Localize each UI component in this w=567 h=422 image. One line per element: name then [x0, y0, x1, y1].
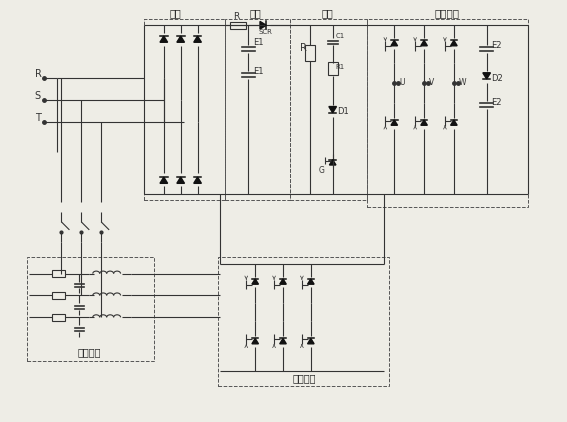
- Bar: [52, 292, 65, 299]
- Text: 回饋逆變: 回饋逆變: [292, 373, 316, 383]
- Polygon shape: [391, 120, 397, 125]
- Polygon shape: [391, 41, 397, 46]
- Text: 正常逆變: 正常逆變: [434, 8, 459, 18]
- Polygon shape: [194, 177, 201, 183]
- Bar: [230, 22, 246, 29]
- Polygon shape: [160, 177, 168, 183]
- Text: V: V: [429, 78, 434, 87]
- Text: U: U: [399, 78, 405, 87]
- Text: E2: E2: [492, 98, 502, 107]
- Polygon shape: [483, 73, 490, 79]
- Bar: [218, 257, 390, 386]
- Bar: [52, 270, 65, 277]
- Polygon shape: [307, 279, 314, 284]
- Text: E2: E2: [492, 41, 502, 50]
- Bar: [52, 314, 65, 321]
- Polygon shape: [160, 36, 168, 42]
- Polygon shape: [307, 338, 314, 344]
- Polygon shape: [421, 41, 428, 46]
- Bar: [305, 45, 315, 61]
- Text: 輸出濾波: 輸出濾波: [78, 347, 101, 357]
- Polygon shape: [194, 36, 201, 42]
- Text: 濾波: 濾波: [249, 8, 261, 18]
- Polygon shape: [252, 338, 259, 344]
- Text: G: G: [319, 166, 325, 175]
- Polygon shape: [421, 120, 428, 125]
- Text: 剎車: 剎車: [322, 8, 333, 18]
- Text: S: S: [35, 91, 41, 101]
- Text: SCR: SCR: [258, 29, 272, 35]
- Bar: [290, 19, 367, 200]
- Polygon shape: [177, 36, 184, 42]
- Text: D2: D2: [492, 74, 503, 83]
- Text: E1: E1: [253, 38, 264, 47]
- Polygon shape: [280, 338, 286, 344]
- Bar: [27, 257, 154, 361]
- Text: R1: R1: [336, 64, 345, 70]
- Text: R: R: [35, 69, 41, 79]
- Text: T: T: [35, 113, 40, 123]
- Polygon shape: [451, 120, 457, 125]
- Bar: [367, 19, 528, 207]
- Text: W: W: [459, 78, 466, 87]
- Text: C1: C1: [336, 33, 345, 39]
- Bar: [226, 19, 290, 200]
- Text: D1: D1: [337, 107, 348, 116]
- Polygon shape: [260, 22, 266, 29]
- Polygon shape: [329, 106, 336, 113]
- Bar: [328, 62, 337, 76]
- Text: R: R: [300, 43, 307, 53]
- Bar: [144, 19, 226, 200]
- Polygon shape: [280, 279, 286, 284]
- Polygon shape: [329, 160, 336, 165]
- Text: E1: E1: [253, 67, 264, 76]
- Text: 整流: 整流: [170, 8, 181, 18]
- Polygon shape: [451, 41, 457, 46]
- Polygon shape: [177, 177, 184, 183]
- Polygon shape: [252, 279, 259, 284]
- Text: R: R: [234, 12, 240, 21]
